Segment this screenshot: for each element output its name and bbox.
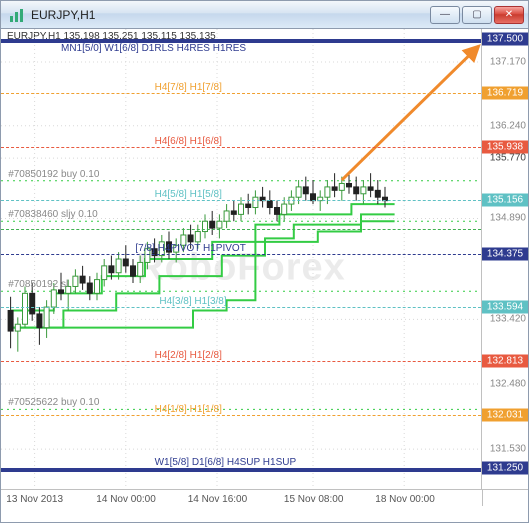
- chart-window: EURJPY,H1 — ▢ ✕ RoboForex EURJPY,H1 135.…: [0, 0, 529, 523]
- level-label: W1[5/8] D1[6/8] H4SUP H1SUP: [155, 457, 297, 468]
- level-line: [1, 307, 481, 308]
- level-label: H4[1/8] H1[1/8]: [155, 404, 222, 415]
- level-line: [1, 39, 481, 43]
- level-label: H4[6/8] H1[6/8]: [155, 136, 222, 147]
- trade-label: #70850192 buy 0.10: [8, 169, 99, 180]
- plot-svg: [1, 29, 481, 489]
- price-box: 132.813: [482, 355, 528, 368]
- level-label: H4[7/8] H1[7/8]: [155, 82, 222, 93]
- level-line: [1, 415, 481, 416]
- chart-area[interactable]: RoboForex EURJPY,H1 135.198 135.251 135.…: [1, 29, 528, 506]
- y-tick-label: 136.240: [482, 120, 526, 131]
- x-tick-label: 14 Nov 16:00: [188, 494, 248, 505]
- titlebar[interactable]: EURJPY,H1 — ▢ ✕: [1, 1, 528, 29]
- window-title: EURJPY,H1: [31, 8, 430, 22]
- price-box: 131.250: [482, 462, 528, 475]
- level-line: [1, 93, 481, 94]
- price-box: 132.031: [482, 408, 528, 421]
- price-box: 134.375: [482, 247, 528, 260]
- level-label: H4[3/8] H1[3/8]: [159, 296, 226, 307]
- y-tick-label: 137.170: [482, 56, 526, 67]
- close-button[interactable]: ✕: [494, 6, 524, 24]
- x-tick-label: 14 Nov 00:00: [96, 494, 156, 505]
- maximize-button[interactable]: ▢: [462, 6, 492, 24]
- window-controls: — ▢ ✕: [430, 6, 524, 24]
- price-box: 135.156: [482, 194, 528, 207]
- level-label: H4[5/8] H1[5/8]: [155, 189, 222, 200]
- level-line: [1, 147, 481, 148]
- price-box: 135.770: [482, 153, 526, 164]
- trade-label: #70525622 buy 0.10: [8, 397, 99, 408]
- x-tick-label: 15 Nov 08:00: [284, 494, 344, 505]
- x-axis: 13 Nov 2013 14 Nov 00:00 14 Nov 16:00 15 No…: [1, 490, 482, 506]
- axis-corner: [482, 490, 528, 506]
- price-box: 136.719: [482, 86, 528, 99]
- y-tick-label: 133.420: [482, 314, 526, 325]
- trade-label: #70838460 sljy 0.10: [8, 209, 98, 220]
- level-label: [7/8] H4PIVOT H1PIVOT: [135, 243, 245, 254]
- level-line: [1, 200, 481, 201]
- y-axis: 131.530 132.480 133.420 134.890 135.770 136.2…: [482, 29, 528, 490]
- level-line: [1, 361, 481, 362]
- x-tick-label: 13 Nov 2013: [6, 494, 63, 505]
- price-box: 133.594: [482, 301, 528, 314]
- minimize-button[interactable]: —: [430, 6, 460, 24]
- trade-label: #70850192 sl: [8, 279, 68, 290]
- plot-region[interactable]: RoboForex EURJPY,H1 135.198 135.251 135.…: [1, 29, 482, 490]
- x-tick-label: 18 Nov 00:00: [375, 494, 435, 505]
- price-box: 137.500: [482, 33, 528, 46]
- y-tick-label: 134.890: [482, 213, 526, 224]
- level-line: [1, 468, 481, 472]
- level-line: [1, 254, 481, 255]
- y-tick-label: 131.530: [482, 444, 526, 455]
- price-box: 135.938: [482, 140, 528, 153]
- y-tick-label: 132.480: [482, 378, 526, 389]
- chart-icon: [9, 7, 25, 23]
- level-label: H4[2/8] H1[2/8]: [155, 350, 222, 361]
- level-line: [1, 229, 481, 230]
